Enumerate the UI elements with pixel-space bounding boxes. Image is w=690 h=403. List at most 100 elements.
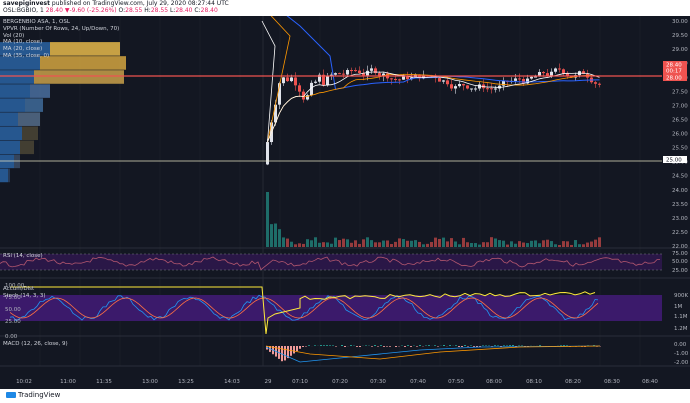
time-tick: 08:40 bbox=[642, 379, 658, 385]
price-badge-label: 28.40 bbox=[666, 63, 682, 69]
volume-bar bbox=[526, 243, 529, 247]
price-change: ▼-9.60 (-25.26%) bbox=[64, 7, 117, 14]
candle-body bbox=[310, 82, 313, 96]
candle-body bbox=[542, 72, 545, 74]
macd-hist-bar bbox=[434, 345, 436, 346]
price-badge-label: 25.00 bbox=[666, 158, 682, 164]
candle-body bbox=[306, 95, 309, 100]
ohlc-line: OSL:BGBIO, 1 28.40 ▼-9.60 (-25.26%) O:28… bbox=[3, 7, 218, 15]
candle-body bbox=[518, 78, 521, 80]
accum-label[interactable]: Accum/Dist bbox=[3, 286, 35, 292]
published-text: published on TradingView.com, July 29, 2… bbox=[51, 0, 229, 7]
legend-item-vol[interactable]: Vol (20) bbox=[3, 33, 25, 39]
macd-hist-bar bbox=[467, 346, 469, 347]
macd-hist-bar bbox=[476, 346, 478, 347]
candle-body bbox=[382, 73, 385, 76]
publish-line: savepiginvest published on TradingView.c… bbox=[3, 0, 229, 8]
chart-svg[interactable]: 30.0029.5029.0028.5028.0027.5027.0026.50… bbox=[0, 0, 690, 389]
candle-body bbox=[454, 86, 457, 89]
legend-item-ma20[interactable]: MA (20, close) bbox=[3, 46, 43, 52]
macd-hist-bar bbox=[377, 346, 379, 347]
ma35-line bbox=[266, 0, 600, 90]
time-axis[interactable]: 10:02 11:00 11:35 13:00 13:25 14:03 29 07:10 07:… bbox=[16, 379, 658, 385]
vpvr-down-bar bbox=[34, 70, 124, 84]
volume-bar bbox=[490, 237, 493, 247]
time-tick: 10:02 bbox=[16, 379, 32, 385]
volume-bar bbox=[346, 239, 349, 247]
symbol-label: OSL:BGBIO, 1 bbox=[3, 7, 44, 14]
legend-item-ma10[interactable]: MA (10, close) bbox=[3, 39, 43, 45]
macd-signal-line bbox=[265, 345, 601, 360]
price-tick: 29.00 bbox=[672, 47, 688, 53]
volume-bar bbox=[550, 241, 553, 247]
candlesticks[interactable] bbox=[266, 63, 601, 166]
tradingview-logo[interactable]: TradingView bbox=[6, 391, 60, 399]
legend-item-ma35[interactable]: MA (35, close, 0) bbox=[3, 53, 50, 59]
volume-bar bbox=[594, 239, 597, 247]
candle-body bbox=[474, 88, 477, 90]
candle-body bbox=[594, 82, 597, 84]
price-tick: 24.00 bbox=[672, 188, 688, 194]
macd-hist-bar bbox=[287, 346, 289, 359]
accum-tick: 900K bbox=[674, 293, 688, 299]
volume-bar bbox=[318, 242, 321, 247]
rsi-label[interactable]: RSI (14, close) bbox=[3, 253, 43, 259]
volume-bar bbox=[446, 241, 449, 247]
time-tick: 11:35 bbox=[96, 379, 112, 385]
macd-hist-bar bbox=[593, 345, 595, 346]
volume-bar bbox=[470, 243, 473, 247]
accum-tick: 1.1M bbox=[674, 314, 688, 320]
volume-bar bbox=[474, 243, 477, 247]
volume-bar bbox=[274, 223, 277, 247]
legend-item-vpvr[interactable]: VPVR (Number Of Rows, 24, Up/Down, 70) bbox=[3, 26, 120, 32]
candle-body bbox=[566, 73, 569, 76]
volume-bar bbox=[570, 244, 573, 247]
chart-area[interactable]: 30.0029.5029.0028.5028.0027.5027.0026.50… bbox=[0, 0, 690, 389]
publisher-name[interactable]: savepiginvest bbox=[3, 0, 50, 7]
open-label: O: bbox=[118, 7, 126, 14]
volume-bar bbox=[466, 242, 469, 247]
volume-bar bbox=[438, 238, 441, 247]
legend-title[interactable]: BERGENBIO ASA, 1, OSL bbox=[3, 19, 70, 25]
open-value: 28.55 bbox=[125, 7, 143, 14]
candle-body bbox=[486, 88, 489, 90]
volume-bar bbox=[362, 239, 365, 247]
macd-hist-bar bbox=[302, 346, 304, 347]
volume-bar bbox=[546, 239, 549, 247]
macd-hist-bar bbox=[461, 346, 463, 347]
price-axis[interactable]: 30.0029.5029.0028.5028.0027.5027.0026.50… bbox=[5, 19, 689, 366]
macd-hist-bar bbox=[485, 345, 487, 346]
low-value: 28.40 bbox=[175, 7, 193, 14]
volume-bar bbox=[522, 242, 525, 247]
tradingview-icon bbox=[6, 392, 16, 398]
candle-body bbox=[314, 81, 317, 83]
accum-dist-line bbox=[10, 286, 596, 335]
volume-bar bbox=[510, 241, 513, 247]
macd-label[interactable]: MACD (12, 26, close, 9) bbox=[3, 341, 68, 347]
candle-body bbox=[346, 70, 349, 75]
volume-bar bbox=[482, 242, 485, 247]
volume-bar bbox=[542, 240, 545, 247]
candle-body bbox=[366, 70, 369, 76]
volume-bar bbox=[366, 237, 369, 247]
high-value: 28.55 bbox=[150, 7, 169, 14]
candle-body bbox=[546, 73, 549, 76]
stoch-label[interactable]: Stoch (14, 3, 3) bbox=[3, 293, 46, 299]
time-tick: 07:30 bbox=[370, 379, 386, 385]
volume-bar bbox=[378, 242, 381, 247]
macd-hist-bar bbox=[323, 345, 325, 346]
vpvr-down-bar bbox=[25, 98, 43, 112]
volume-bar bbox=[342, 238, 345, 247]
candle-body bbox=[438, 78, 441, 82]
time-tick: 11:00 bbox=[60, 379, 76, 385]
candle-body bbox=[358, 70, 361, 74]
volume-bar bbox=[298, 243, 301, 247]
volume-bar bbox=[402, 239, 405, 247]
volume-bar bbox=[578, 244, 581, 247]
candle-body bbox=[570, 75, 573, 78]
macd-hist-bar bbox=[314, 345, 316, 346]
candle-body bbox=[290, 77, 293, 82]
volume-bar bbox=[330, 243, 333, 247]
candle-body bbox=[330, 74, 333, 76]
